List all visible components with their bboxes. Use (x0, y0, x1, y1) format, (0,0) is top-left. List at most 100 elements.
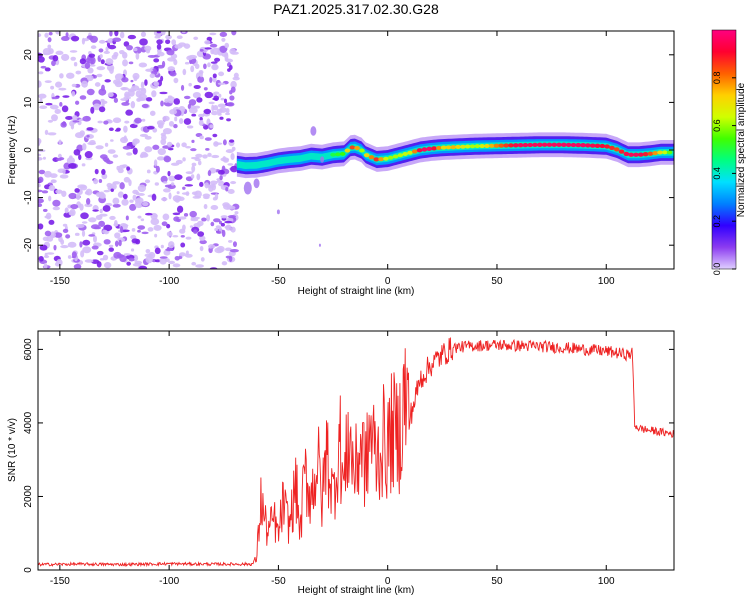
ridge-hotspot (575, 142, 582, 148)
noise-speck (68, 192, 77, 200)
noise-speck (212, 63, 218, 70)
noise-speck (191, 191, 198, 195)
noise-speck (100, 98, 105, 103)
noise-speck (48, 219, 55, 225)
noise-speck (62, 223, 68, 227)
ridge-hotspot (628, 152, 634, 157)
noise-speck (226, 102, 235, 107)
noise-speck (192, 91, 201, 99)
ridge-hotspot (541, 142, 548, 147)
ridge-hotspot (354, 146, 360, 151)
noise-speck (103, 224, 113, 232)
noise-speck (145, 212, 153, 216)
noise-speck (86, 134, 90, 138)
ridge-hotspot (604, 144, 610, 149)
noise-speck (140, 31, 147, 38)
noise-speck (209, 180, 218, 186)
noise-speck (185, 250, 189, 256)
noise-speck (232, 76, 240, 81)
ridge-hotspot (426, 146, 433, 152)
noise-speck (38, 169, 46, 175)
snr-y-axis-label: SNR (10 * v/v) (7, 418, 18, 482)
noise-speck (62, 95, 70, 98)
noise-speck (151, 193, 157, 201)
noise-speck (110, 188, 114, 192)
noise-speck (88, 53, 96, 58)
noise-speck (210, 221, 215, 227)
noise-speck (38, 153, 42, 157)
figure-title: PAZ1.2025.317.02.30.G28 (273, 1, 439, 17)
noise-speck (208, 101, 215, 105)
noise-speck (163, 249, 171, 256)
noise-speck (75, 192, 81, 200)
noise-speck (137, 215, 142, 219)
noise-speck (213, 142, 223, 145)
noise-speck (79, 203, 84, 211)
noise-speck (71, 83, 77, 88)
ridge-hotspot (397, 153, 404, 158)
ridge-hotspot (344, 148, 351, 153)
noise-speck (87, 67, 94, 74)
noise-speck (204, 182, 209, 189)
noise-speck (207, 170, 212, 177)
ridge-hotspot (652, 151, 659, 156)
noise-speck (172, 235, 179, 238)
noise-speck (225, 112, 231, 116)
noise-speck (188, 82, 192, 87)
noise-speck (133, 75, 138, 82)
noise-speck (184, 184, 194, 187)
noise-speck (163, 155, 172, 163)
noise-speck (94, 82, 101, 87)
noise-speck (103, 189, 110, 193)
noise-speck (125, 215, 129, 221)
noise-speck (113, 222, 119, 227)
noise-speck (62, 168, 66, 175)
noise-speck (220, 97, 225, 101)
noise-speck (44, 129, 49, 136)
noise-speck (146, 169, 151, 174)
noise-speck (55, 81, 63, 88)
noise-speck (118, 239, 122, 247)
ridge-hotspot (330, 152, 336, 157)
noise-speck (218, 71, 225, 77)
noise-speck (192, 195, 202, 199)
snr-x-tick-label: -100 (159, 576, 179, 587)
noise-speck (199, 181, 204, 187)
noise-speck (206, 214, 210, 222)
noise-speck (38, 189, 43, 193)
colorbar-label: Normalized spectral amplitude (736, 82, 747, 217)
noise-speck (208, 185, 214, 192)
noise-speck (107, 92, 114, 98)
noise-speck (156, 156, 165, 161)
noise-speck (56, 259, 63, 267)
noise-speck (204, 47, 212, 50)
noise-speck (66, 72, 75, 79)
noise-speck (204, 91, 214, 99)
noise-speck (173, 77, 179, 84)
noise-speck (126, 166, 130, 171)
noise-speck (230, 181, 237, 185)
noise-speck (85, 197, 91, 205)
snr-y-tick-label: 0 (23, 567, 34, 573)
noise-speck (160, 244, 164, 249)
noise-speck (174, 256, 180, 261)
noise-speck (39, 97, 43, 103)
noise-speck (61, 105, 69, 113)
noise-speck (99, 257, 105, 261)
noise-speck (112, 117, 122, 124)
ridge-hotspot (537, 142, 543, 147)
ridge-hotspot (339, 151, 346, 156)
noise-speck (197, 220, 204, 227)
noise-speck (122, 51, 128, 59)
noise-speck (55, 50, 64, 55)
noise-speck (50, 85, 55, 90)
noise-speck (213, 91, 220, 95)
noise-speck (119, 226, 124, 233)
noise-speck (209, 124, 214, 129)
noise-speck (166, 141, 173, 147)
noise-speck (138, 265, 148, 269)
noise-speck (122, 59, 128, 67)
spectrogram-y-tick-label: 10 (23, 96, 34, 108)
colorbar-tick-label: 0.2 (712, 215, 722, 228)
ridge-hotspot (613, 147, 620, 152)
